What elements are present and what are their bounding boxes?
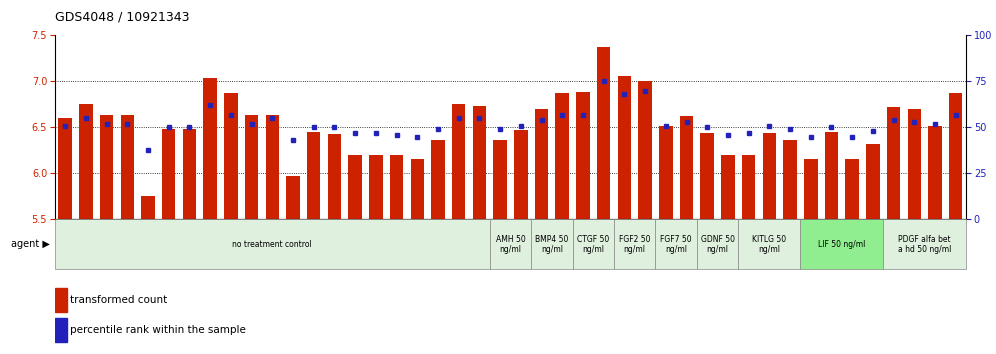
Bar xyxy=(100,115,114,219)
Bar xyxy=(597,47,611,219)
Bar xyxy=(245,115,258,219)
Bar xyxy=(742,155,755,219)
Text: GDNF 50
ng/ml: GDNF 50 ng/ml xyxy=(700,235,735,254)
Bar xyxy=(493,140,507,219)
Bar xyxy=(928,126,942,219)
Bar xyxy=(79,104,93,219)
Text: GDS4048 / 10921343: GDS4048 / 10921343 xyxy=(55,10,189,23)
Bar xyxy=(556,93,569,219)
Text: agent ▶: agent ▶ xyxy=(11,239,50,249)
FancyBboxPatch shape xyxy=(697,219,738,269)
Text: no treatment control: no treatment control xyxy=(232,240,312,249)
Bar xyxy=(55,318,67,342)
Bar xyxy=(700,133,714,219)
Bar xyxy=(370,155,382,219)
Text: transformed count: transformed count xyxy=(71,295,167,305)
Bar xyxy=(266,115,279,219)
FancyBboxPatch shape xyxy=(531,219,573,269)
Bar xyxy=(514,130,528,219)
Bar xyxy=(763,133,776,219)
Bar xyxy=(452,104,465,219)
Bar xyxy=(783,140,797,219)
Bar xyxy=(162,129,175,219)
Bar xyxy=(349,155,362,219)
Bar xyxy=(618,76,631,219)
Text: percentile rank within the sample: percentile rank within the sample xyxy=(71,325,246,335)
Bar xyxy=(307,132,321,219)
Bar xyxy=(389,155,403,219)
Bar xyxy=(182,129,196,219)
Bar xyxy=(55,288,67,312)
Text: FGF7 50
ng/ml: FGF7 50 ng/ml xyxy=(660,235,692,254)
Bar xyxy=(886,107,900,219)
Bar xyxy=(224,93,238,219)
Bar xyxy=(473,106,486,219)
Bar xyxy=(659,126,672,219)
Bar xyxy=(203,78,217,219)
Bar xyxy=(59,118,72,219)
Bar xyxy=(121,115,134,219)
Bar xyxy=(286,176,300,219)
Text: KITLG 50
ng/ml: KITLG 50 ng/ml xyxy=(752,235,787,254)
FancyBboxPatch shape xyxy=(55,219,490,269)
Text: LIF 50 ng/ml: LIF 50 ng/ml xyxy=(818,240,866,249)
Bar xyxy=(867,144,879,219)
Bar xyxy=(328,134,341,219)
FancyBboxPatch shape xyxy=(883,219,966,269)
Text: CTGF 50
ng/ml: CTGF 50 ng/ml xyxy=(577,235,610,254)
FancyBboxPatch shape xyxy=(573,219,614,269)
Bar xyxy=(846,159,859,219)
Text: BMP4 50
ng/ml: BMP4 50 ng/ml xyxy=(535,235,569,254)
Bar xyxy=(141,196,154,219)
Text: FGF2 50
ng/ml: FGF2 50 ng/ml xyxy=(619,235,650,254)
Bar xyxy=(638,81,651,219)
Bar xyxy=(907,109,921,219)
Bar xyxy=(825,132,839,219)
FancyBboxPatch shape xyxy=(801,219,883,269)
Bar xyxy=(577,92,590,219)
Bar xyxy=(410,159,424,219)
FancyBboxPatch shape xyxy=(738,219,801,269)
Text: AMH 50
ng/ml: AMH 50 ng/ml xyxy=(496,235,525,254)
Text: PDGF alfa bet
a hd 50 ng/ml: PDGF alfa bet a hd 50 ng/ml xyxy=(898,235,951,254)
Bar xyxy=(804,159,818,219)
Bar xyxy=(535,109,548,219)
Bar xyxy=(431,140,444,219)
FancyBboxPatch shape xyxy=(655,219,697,269)
FancyBboxPatch shape xyxy=(490,219,531,269)
Bar xyxy=(680,116,693,219)
Bar xyxy=(721,155,735,219)
Bar xyxy=(949,93,962,219)
FancyBboxPatch shape xyxy=(614,219,655,269)
